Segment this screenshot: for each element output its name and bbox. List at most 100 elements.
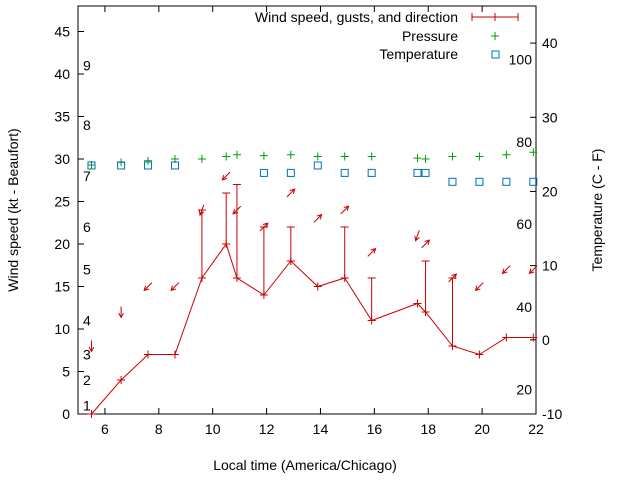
y2-axis-label: Temperature (C - F) <box>589 149 605 272</box>
fahrenheit-label: 80 <box>516 134 532 150</box>
y-tick-label: 25 <box>54 194 70 210</box>
wind-direction-arrow <box>414 230 420 242</box>
legend: Wind speed, gusts, and direction Pressur… <box>255 9 519 62</box>
wind-direction-arrow <box>501 265 511 275</box>
y-tick-label: 35 <box>54 109 70 125</box>
wind-series-layer <box>87 240 538 418</box>
legend-swatch-wind <box>471 13 519 21</box>
legend-label-temperature: Temperature <box>379 46 458 62</box>
wind-direction-arrow <box>259 222 269 232</box>
wind-speed-point <box>313 282 322 291</box>
beaufort-label: 4 <box>83 313 91 329</box>
wind-speed-point <box>421 308 430 316</box>
wind-speed-point <box>340 274 349 282</box>
y-tick-label: 20 <box>54 236 70 252</box>
temperature-point <box>413 168 422 177</box>
x-tick-label: 10 <box>205 421 221 437</box>
pressure-point <box>367 152 376 161</box>
gust-layer <box>197 184 457 346</box>
temperature-point <box>421 168 430 177</box>
beaufort-label: 5 <box>83 262 91 278</box>
pressure-point <box>413 154 422 163</box>
fahrenheit-label: 20 <box>516 382 532 398</box>
pressure-point <box>144 156 153 165</box>
wind-direction-arrow <box>88 340 95 353</box>
y-tick-label: 40 <box>54 66 70 82</box>
wind-direction-arrow <box>313 213 323 223</box>
x-tick-label: 20 <box>474 421 490 437</box>
wind-direction-arrow <box>286 188 296 198</box>
y2-tick-label: 10 <box>542 258 558 274</box>
wind-speed-point <box>117 376 126 384</box>
temperature-point <box>259 168 268 177</box>
y2-tick-label: 40 <box>542 35 558 51</box>
wind-direction-arrow <box>528 265 538 275</box>
y-tick-label: 15 <box>54 279 70 295</box>
wind-speed-point <box>475 350 484 359</box>
temperature-point <box>144 161 153 170</box>
pressure-point <box>448 152 457 161</box>
wind-direction-arrow <box>170 282 180 292</box>
pressure-point <box>197 155 206 163</box>
wind-speed-point <box>448 342 457 350</box>
pressure-point <box>313 152 322 161</box>
pressure-point <box>421 155 430 163</box>
wind-speed-point <box>222 240 231 248</box>
wind-direction-arrow <box>421 239 431 249</box>
legend-label-wind: Wind speed, gusts, and direction <box>255 9 458 25</box>
temperature-point <box>286 168 295 177</box>
x-tick-label: 16 <box>367 421 383 437</box>
wind-direction-arrow <box>143 282 153 292</box>
legend-swatch-pressure <box>491 32 499 40</box>
y-tick-label: 0 <box>62 406 70 422</box>
plot-frame <box>77 5 537 415</box>
x-axis-label: Local time (America/Chicago) <box>213 457 397 473</box>
fahrenheit-label-layer: 20 40 60 80 100 <box>509 51 533 397</box>
y-tick-label: 10 <box>54 321 70 337</box>
wind-speed-point <box>197 274 206 282</box>
pressure-point <box>222 152 231 161</box>
beaufort-label: 3 <box>83 347 91 363</box>
legend-label-pressure: Pressure <box>402 28 458 44</box>
wind-direction-arrow <box>118 306 124 319</box>
wind-direction-arrow <box>367 247 377 257</box>
x-tick-label: 22 <box>528 421 544 437</box>
y2-tick-label: 0 <box>542 332 550 348</box>
wind-speed-line <box>91 242 534 415</box>
beaufort-label: 7 <box>83 168 91 184</box>
beaufort-label: 9 <box>83 58 91 74</box>
y-tick-label: 30 <box>54 151 70 167</box>
y-tick-label: 45 <box>54 24 70 40</box>
wind-speed-point <box>286 257 295 265</box>
temperature-point <box>117 161 126 170</box>
x-tick-label: 6 <box>101 421 109 437</box>
y2-tick-label: 30 <box>542 109 558 125</box>
pressure-point <box>232 150 241 159</box>
wind-speed-point <box>170 350 179 359</box>
fahrenheit-label: 100 <box>509 51 533 67</box>
wind-speed-point <box>144 350 153 359</box>
pressure-point <box>529 148 538 157</box>
temperature-point <box>340 168 349 177</box>
wind-direction-arrow <box>474 282 484 292</box>
beaufort-label: 6 <box>83 219 91 235</box>
tick-layer: 6 8 10 12 14 16 18 20 22051015202530354045-10010… <box>54 6 562 437</box>
legend-swatch-temperature <box>491 50 500 59</box>
pressure-point <box>502 150 511 159</box>
x-tick-label: 12 <box>259 421 275 437</box>
fahrenheit-label: 60 <box>516 216 532 232</box>
beaufort-label: 2 <box>83 372 91 388</box>
wind-direction-arrow <box>232 205 242 215</box>
temperature-point <box>475 177 484 186</box>
beaufort-label: 8 <box>83 117 91 133</box>
pressure-series-layer <box>87 148 538 169</box>
y2-tick-label: -10 <box>542 406 562 422</box>
temperature-series-layer <box>87 161 538 186</box>
wind-speed-point <box>367 316 376 325</box>
temperature-point <box>529 177 538 186</box>
pressure-point <box>286 150 295 159</box>
pressure-point <box>259 151 268 160</box>
wind-direction-arrow <box>221 171 231 181</box>
wind-direction-arrow <box>340 205 350 215</box>
